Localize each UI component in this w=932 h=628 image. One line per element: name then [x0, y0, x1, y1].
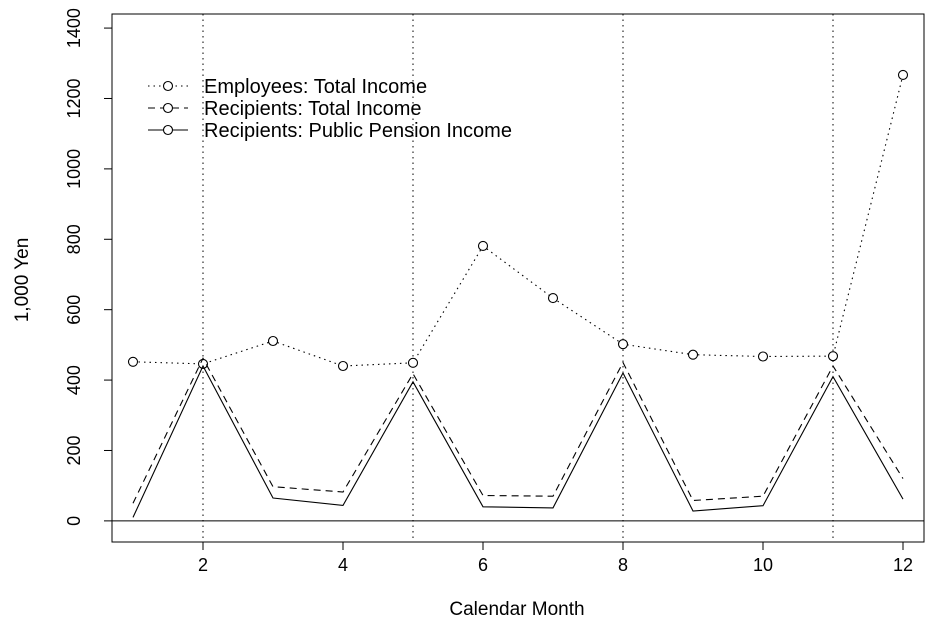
x-tick-label: 2 — [198, 555, 208, 575]
series-point — [127, 356, 139, 367]
series-line-2 — [132, 357, 904, 504]
x-axis: 2 4 6 8 10 12 — [198, 541, 913, 575]
series-point — [897, 69, 909, 80]
series-point — [757, 351, 769, 362]
y-tick-label: 1400 — [64, 8, 84, 48]
x-tick-label: 12 — [893, 555, 913, 575]
series-point — [617, 339, 629, 350]
y-tick-label: 200 — [64, 435, 84, 465]
series-point — [477, 240, 489, 252]
series-line-3 — [132, 364, 904, 518]
series-point — [267, 335, 279, 347]
series-point — [547, 293, 559, 304]
y-axis: 0 200 400 600 800 1000 1200 1400 — [64, 8, 113, 526]
y-tick-label: 0 — [64, 516, 84, 526]
legend-label-3: Recipients: Public Pension Income — [204, 120, 512, 142]
y-tick-label: 400 — [64, 365, 84, 395]
x-tick-label: 8 — [618, 555, 628, 575]
x-tick-label: 4 — [338, 555, 348, 575]
series-point — [337, 360, 349, 372]
series-point — [827, 351, 839, 362]
legend-marker-2 — [162, 102, 174, 114]
legend-label-2: Recipients: Total Income — [204, 98, 422, 120]
y-tick-label: 800 — [64, 224, 84, 254]
legend-label-1: Employees: Total Income — [204, 76, 427, 98]
series-line-1 — [132, 74, 904, 367]
series-point — [407, 357, 419, 368]
y-tick-label: 600 — [64, 295, 84, 325]
x-tick-label: 10 — [753, 555, 773, 575]
x-axis-title: Calendar Month — [449, 599, 584, 620]
legend-marker-1 — [162, 80, 174, 92]
y-tick-label: 1000 — [64, 149, 84, 189]
x-tick-label: 6 — [478, 555, 488, 575]
y-axis-title: 1,000 Yen — [12, 238, 33, 323]
series-layer — [127, 69, 909, 518]
series-point — [687, 349, 699, 360]
legend-marker-3 — [162, 124, 174, 136]
y-tick-label: 1200 — [64, 78, 84, 118]
reference-lines — [112, 14, 924, 542]
